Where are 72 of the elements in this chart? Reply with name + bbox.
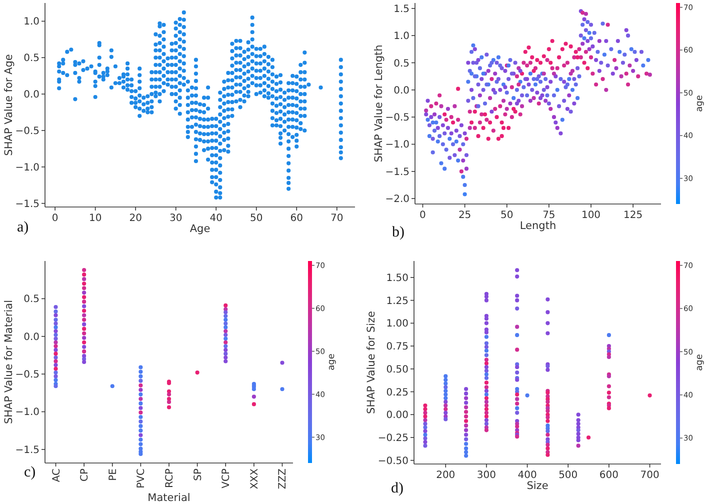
y-tick-label: 0.0 — [24, 90, 40, 101]
x-tick-label: 300 — [476, 470, 496, 481]
y-tick-label: 1.0 — [394, 31, 410, 42]
x-tick-label: AC — [51, 468, 62, 482]
x-tick-label: 0 — [420, 210, 426, 221]
x-tick-label: VCP — [221, 468, 232, 488]
x-tick-label: 400 — [518, 470, 537, 481]
y-tick-label: 1.50 — [386, 272, 408, 284]
x-tick-label: 50 — [500, 210, 514, 221]
y-tick-label: −1.0 — [385, 140, 410, 151]
x-tick-label: 125 — [624, 210, 643, 221]
x-tick-label: 75 — [542, 210, 556, 221]
x-tick-label: 10 — [88, 213, 102, 224]
y-axis-title: SHAP Value for Age — [2, 54, 15, 156]
y-tick-label: 0.5 — [24, 294, 40, 306]
y-axis-title: SHAP Value for Length — [372, 44, 385, 162]
y-tick-label: 0.75 — [386, 342, 408, 353]
color-bar-title: age — [695, 94, 706, 112]
y-tick-label: 0.5 — [394, 58, 410, 70]
x-tick-label: 20 — [129, 213, 142, 224]
y-tick-label: −0.5 — [385, 112, 410, 124]
y-tick-label: 0.0 — [24, 332, 40, 343]
color-bar-title: age — [327, 353, 338, 370]
x-tick-label: 700 — [640, 470, 660, 481]
text: a) — [17, 219, 29, 236]
x-tick-label: 30 — [169, 213, 182, 224]
x-tick-label: 50 — [250, 213, 263, 224]
y-tick-label: 0.0 — [394, 85, 410, 96]
text: c) — [24, 464, 36, 480]
x-tick-label: CP — [80, 468, 91, 482]
x-tick-label: 200 — [436, 470, 456, 481]
y-tick-label: −0.5 — [15, 370, 40, 381]
y-tick-label: 0.5 — [24, 53, 40, 64]
y-tick-label: 1.5 — [394, 4, 410, 15]
x-tick-label: 0 — [52, 213, 58, 224]
text: d) — [391, 480, 404, 496]
x-tick-label: PE — [108, 468, 119, 481]
x-tick-label: 500 — [558, 470, 578, 481]
color-bar-title: age — [695, 354, 706, 371]
y-tick-label: 1.00 — [386, 318, 408, 330]
y-tick-label: −1.0 — [15, 407, 40, 418]
x-tick-label: 100 — [581, 210, 601, 221]
x-tick-label: 600 — [599, 470, 618, 481]
x-tick-label: SP — [192, 468, 204, 481]
x-axis-title: Length — [520, 220, 556, 232]
y-axis-title: SHAP Value for Material — [2, 300, 15, 424]
y-tick-label: 1.25 — [386, 296, 408, 307]
y-tick-label: 0.50 — [386, 364, 408, 376]
x-tick-label: 60 — [290, 213, 303, 224]
y-tick-label: −0.50 — [378, 456, 408, 467]
x-tick-label: ZZZ — [278, 468, 289, 490]
x-tick-label: 40 — [210, 213, 222, 224]
x-tick-label: 70 — [330, 213, 344, 224]
x-tick-label: XXX — [249, 468, 260, 490]
x-tick-label: PVC — [136, 468, 148, 488]
x-axis-title: Material — [148, 492, 190, 504]
y-tick-label: −1.5 — [15, 198, 40, 210]
y-tick-label: −1.5 — [15, 444, 40, 456]
y-tick-label: −0.25 — [378, 432, 408, 444]
y-tick-label: 0.25 — [386, 387, 408, 398]
y-axis-title: SHAP Value for Size — [366, 311, 378, 414]
x-axis-title: Size — [526, 480, 548, 492]
y-tick-label: −2.0 — [385, 194, 410, 206]
y-tick-label: −1.0 — [15, 162, 40, 174]
y-tick-label: −0.5 — [15, 126, 40, 137]
text: b) — [392, 224, 404, 240]
y-tick-label: −1.5 — [385, 166, 410, 178]
y-tick-label: 1.0 — [24, 16, 40, 28]
y-tick-label: 0.00 — [386, 410, 408, 422]
x-tick-label: RCP — [164, 468, 176, 488]
x-axis-title: Age — [190, 223, 210, 235]
x-tick-label: 25 — [458, 210, 472, 221]
